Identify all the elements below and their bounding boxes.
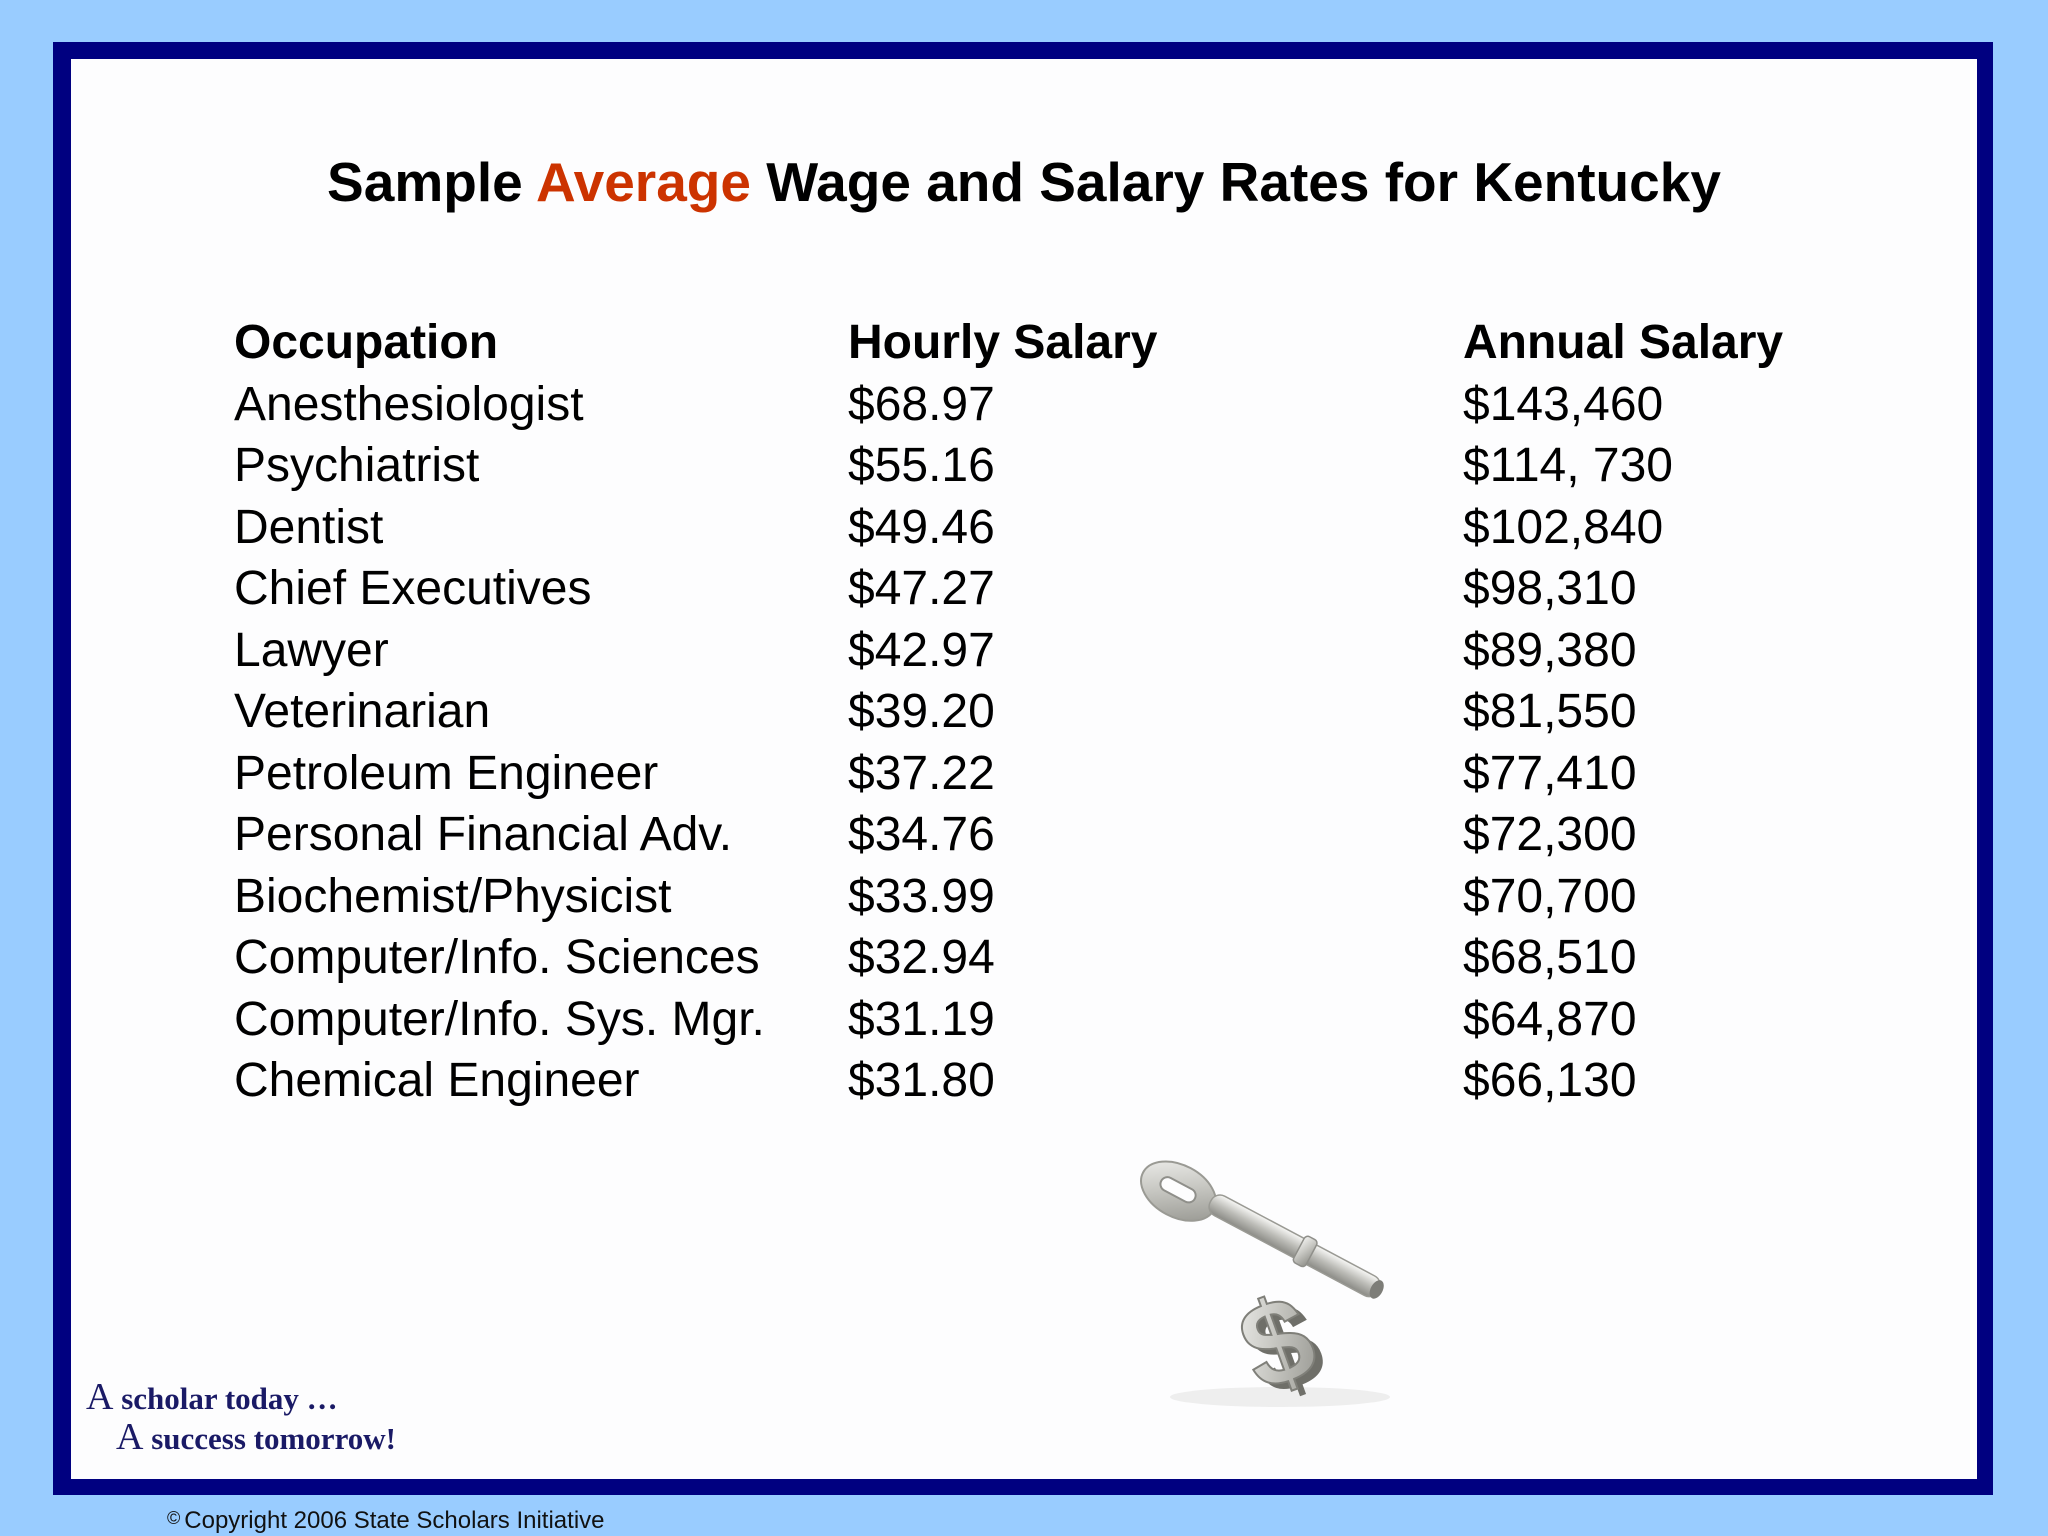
occupation-cell: Computer/Info. Sys. Mgr.	[234, 992, 765, 1046]
hourly-salary-cell: $47.27	[848, 562, 995, 615]
hourly-salary-cell: $34.76	[848, 808, 995, 861]
header-hourly-salary: Hourly Salary	[848, 316, 1158, 369]
annual-salary-cell: $66,130	[1463, 1054, 1637, 1107]
annual-salary-cell: $98,310	[1463, 562, 1637, 615]
tagline-logo: A scholar today … A success tomorrow!	[86, 1378, 396, 1458]
key-with-dollar-sign-icon: $ $	[1130, 1135, 1430, 1423]
tagline-line-1: A scholar today …	[86, 1376, 338, 1418]
hourly-salary-cell: $32.94	[848, 931, 995, 984]
annual-salary-cell: $89,380	[1463, 623, 1637, 677]
occupation-cell: Dentist	[234, 500, 384, 554]
hourly-salary-cell: $33.99	[848, 869, 995, 923]
hourly-salary-cell: $31.80	[848, 1054, 995, 1107]
slide-canvas	[71, 59, 1977, 1479]
occupation-cell: Anesthesiologist	[234, 377, 584, 431]
annual-salary-cell: $102,840	[1463, 500, 1664, 554]
occupation-cell: Chief Executives	[234, 562, 592, 615]
occupation-cell: Petroleum Engineer	[234, 746, 659, 800]
annual-salary-cell: $64,870	[1463, 992, 1637, 1046]
hourly-salary-cell: $55.16	[848, 439, 995, 492]
annual-salary-cell: $68,510	[1463, 931, 1637, 984]
header-occupation: Occupation	[234, 316, 499, 369]
title-part-after: Wage and Salary Rates for Kentucky	[750, 151, 1721, 213]
occupation-cell: Veterinarian	[234, 685, 491, 738]
annual-salary-cell: $72,300	[1463, 808, 1637, 861]
annual-salary-cell: $81,550	[1463, 685, 1637, 738]
annual-salary-cell: $70,700	[1463, 869, 1637, 923]
hourly-salary-cell: $39.20	[848, 685, 995, 738]
annual-salary-cell: $114, 730	[1463, 439, 1673, 492]
hourly-salary-cell: $49.46	[848, 500, 995, 554]
slide-title: Sample Average Wage and Salary Rates for…	[0, 155, 2048, 210]
occupation-cell: Computer/Info. Sciences	[234, 931, 760, 984]
copyright-footer: © Copyright 2006 State Scholars Initiativ…	[167, 1503, 605, 1536]
header-annual-salary: Annual Salary	[1463, 316, 1784, 369]
tagline-line-2: A success tomorrow!	[116, 1416, 396, 1458]
occupation-cell: Personal Financial Adv.	[234, 808, 733, 861]
occupation-cell: Lawyer	[234, 623, 389, 677]
hourly-salary-cell: $31.19	[848, 992, 995, 1046]
hourly-salary-cell: $68.97	[848, 377, 995, 431]
hourly-salary-cell: $42.97	[848, 623, 995, 677]
title-accent-word: Average	[535, 151, 751, 213]
title-part-before: Sample	[327, 151, 536, 213]
annual-salary-cell: $77,410	[1463, 746, 1637, 800]
occupation-cell: Chemical Engineer	[234, 1054, 640, 1107]
occupation-cell: Biochemist/Physicist	[234, 869, 672, 923]
occupation-cell: Psychiatrist	[234, 439, 480, 492]
copyright-text: Copyright 2006 State Scholars Initiative	[184, 1507, 605, 1534]
hourly-salary-cell: $37.22	[848, 746, 995, 800]
copyright-icon: ©	[167, 1508, 181, 1528]
annual-salary-cell: $143,460	[1463, 377, 1664, 431]
